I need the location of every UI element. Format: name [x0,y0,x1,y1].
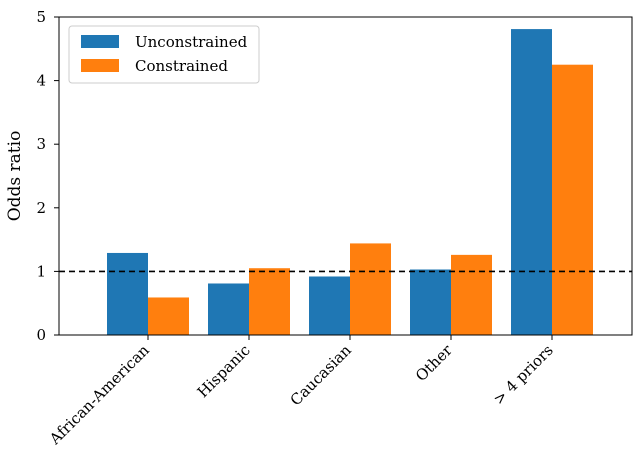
bar-constrained-3 [451,254,492,335]
bar-unconstrained-1 [208,283,249,335]
bar-unconstrained-3 [410,269,451,335]
bars-group [107,29,593,336]
legend-label-unconstrained: Unconstrained [135,33,248,51]
bar-unconstrained-4 [511,29,552,336]
y-axis-ticks: 0 1 2 3 4 5 [36,8,59,344]
y-tick-label-2: 2 [36,199,46,217]
bar-unconstrained-2 [309,276,350,335]
y-tick-label-0: 0 [36,326,46,344]
bar-constrained-0 [148,297,189,335]
x-tick-label-4: > 4 priors [490,341,557,408]
bar-constrained-1 [249,268,290,335]
bar-constrained-2 [350,243,391,335]
x-tick-label-2: Caucasian [287,341,355,409]
legend-swatch-unconstrained [81,35,119,48]
y-tick-label-4: 4 [36,72,46,90]
y-axis-label: Odds ratio [5,131,25,222]
bar-constrained-4 [552,64,593,335]
bar-unconstrained-0 [107,252,148,335]
x-tick-label-1: Hispanic [194,341,254,401]
x-tick-label-0: African-American [45,341,153,449]
y-tick-label-3: 3 [36,135,46,153]
y-tick-label-5: 5 [36,8,46,26]
legend-swatch-constrained [81,59,119,72]
x-axis-ticks: African-American Hispanic Caucasian Other > … [45,335,557,449]
x-tick-label-3: Other [412,341,456,385]
legend: Unconstrained Constrained [68,25,260,84]
axes-frame [58,16,633,336]
legend-label-constrained: Constrained [135,57,228,75]
y-tick-label-1: 1 [36,262,46,280]
